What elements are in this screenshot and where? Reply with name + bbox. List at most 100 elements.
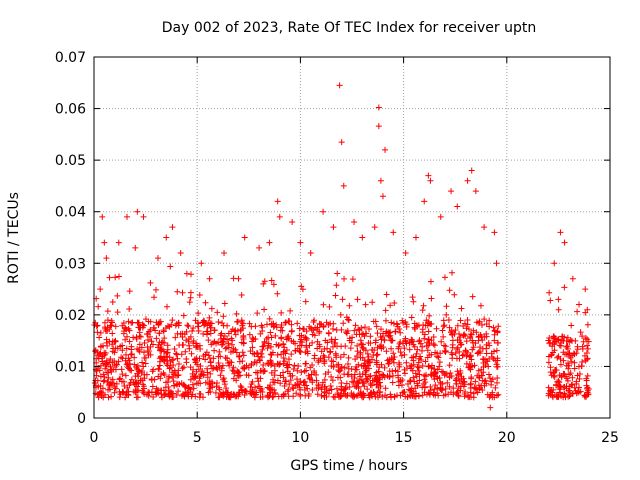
data-point — [210, 365, 217, 372]
data-point — [379, 333, 386, 340]
data-point — [467, 389, 474, 396]
data-point — [572, 337, 579, 344]
data-point — [557, 229, 564, 236]
data-point — [151, 294, 158, 301]
data-point — [479, 345, 486, 352]
data-points — [91, 82, 592, 411]
data-point — [377, 383, 384, 390]
data-point — [373, 374, 380, 381]
data-point — [476, 318, 483, 325]
data-point — [577, 329, 584, 336]
data-point — [441, 274, 448, 281]
data-point — [413, 350, 420, 357]
data-point — [126, 288, 133, 295]
data-point — [327, 382, 334, 389]
data-point — [467, 331, 474, 338]
data-point — [440, 323, 447, 330]
data-point — [168, 321, 175, 328]
data-point — [177, 249, 184, 256]
data-point — [330, 320, 337, 327]
data-point — [561, 390, 568, 397]
data-point — [456, 378, 463, 385]
data-point — [370, 388, 377, 395]
data-point — [220, 376, 227, 383]
data-point — [239, 320, 246, 327]
data-point — [353, 331, 360, 338]
data-point — [377, 326, 384, 333]
data-point — [558, 337, 565, 344]
data-point — [99, 213, 106, 220]
data-point — [113, 380, 120, 387]
data-point — [157, 347, 164, 354]
data-point — [172, 334, 179, 341]
data-point — [198, 260, 205, 267]
data-point — [221, 391, 228, 398]
data-point — [202, 351, 209, 358]
data-point — [390, 356, 397, 363]
data-point — [103, 255, 110, 262]
data-point — [122, 394, 129, 401]
data-point — [419, 307, 426, 314]
data-point — [413, 373, 420, 380]
data-point — [351, 371, 358, 378]
data-point — [256, 244, 263, 251]
data-point — [487, 404, 494, 411]
data-point — [548, 372, 555, 379]
data-point — [401, 351, 408, 358]
data-point — [196, 355, 203, 362]
data-point — [381, 374, 388, 381]
data-point — [131, 354, 138, 361]
x-tick-label: 25 — [601, 430, 619, 446]
data-point — [197, 346, 204, 353]
data-point — [117, 375, 124, 382]
data-point — [357, 349, 364, 356]
data-point — [190, 366, 197, 373]
data-point — [445, 391, 452, 398]
data-point — [407, 377, 414, 384]
data-point — [391, 300, 398, 307]
data-point — [158, 371, 165, 378]
data-point — [236, 352, 243, 359]
data-point — [449, 344, 456, 351]
data-point — [162, 325, 169, 332]
data-point — [561, 284, 568, 291]
data-point — [272, 389, 279, 396]
data-point — [408, 336, 415, 343]
data-point — [382, 385, 389, 392]
data-point — [288, 321, 295, 328]
data-point — [175, 360, 182, 367]
data-point — [390, 350, 397, 357]
data-point — [342, 392, 349, 399]
data-point — [451, 291, 458, 298]
data-point — [359, 394, 366, 401]
data-point — [272, 332, 279, 339]
data-point — [158, 391, 165, 398]
data-point — [426, 312, 433, 319]
data-point — [440, 392, 447, 399]
data-point — [435, 392, 442, 399]
data-point — [398, 382, 405, 389]
data-point — [381, 364, 388, 371]
data-point — [362, 324, 369, 331]
data-point — [180, 312, 187, 319]
data-point — [579, 345, 586, 352]
data-point — [357, 373, 364, 380]
data-point — [372, 376, 379, 383]
data-point — [123, 361, 130, 368]
data-point — [379, 193, 386, 200]
data-point — [450, 385, 457, 392]
data-point — [307, 249, 314, 256]
data-point — [187, 289, 194, 296]
data-point — [557, 361, 564, 368]
data-point — [398, 352, 405, 359]
data-point — [420, 302, 427, 309]
data-point — [275, 342, 282, 349]
data-point — [461, 393, 468, 400]
data-point — [135, 346, 142, 353]
data-point — [441, 372, 448, 379]
data-point — [387, 302, 394, 309]
data-point — [139, 368, 146, 375]
data-point — [452, 350, 459, 357]
data-point — [253, 389, 260, 396]
data-point — [340, 351, 347, 358]
